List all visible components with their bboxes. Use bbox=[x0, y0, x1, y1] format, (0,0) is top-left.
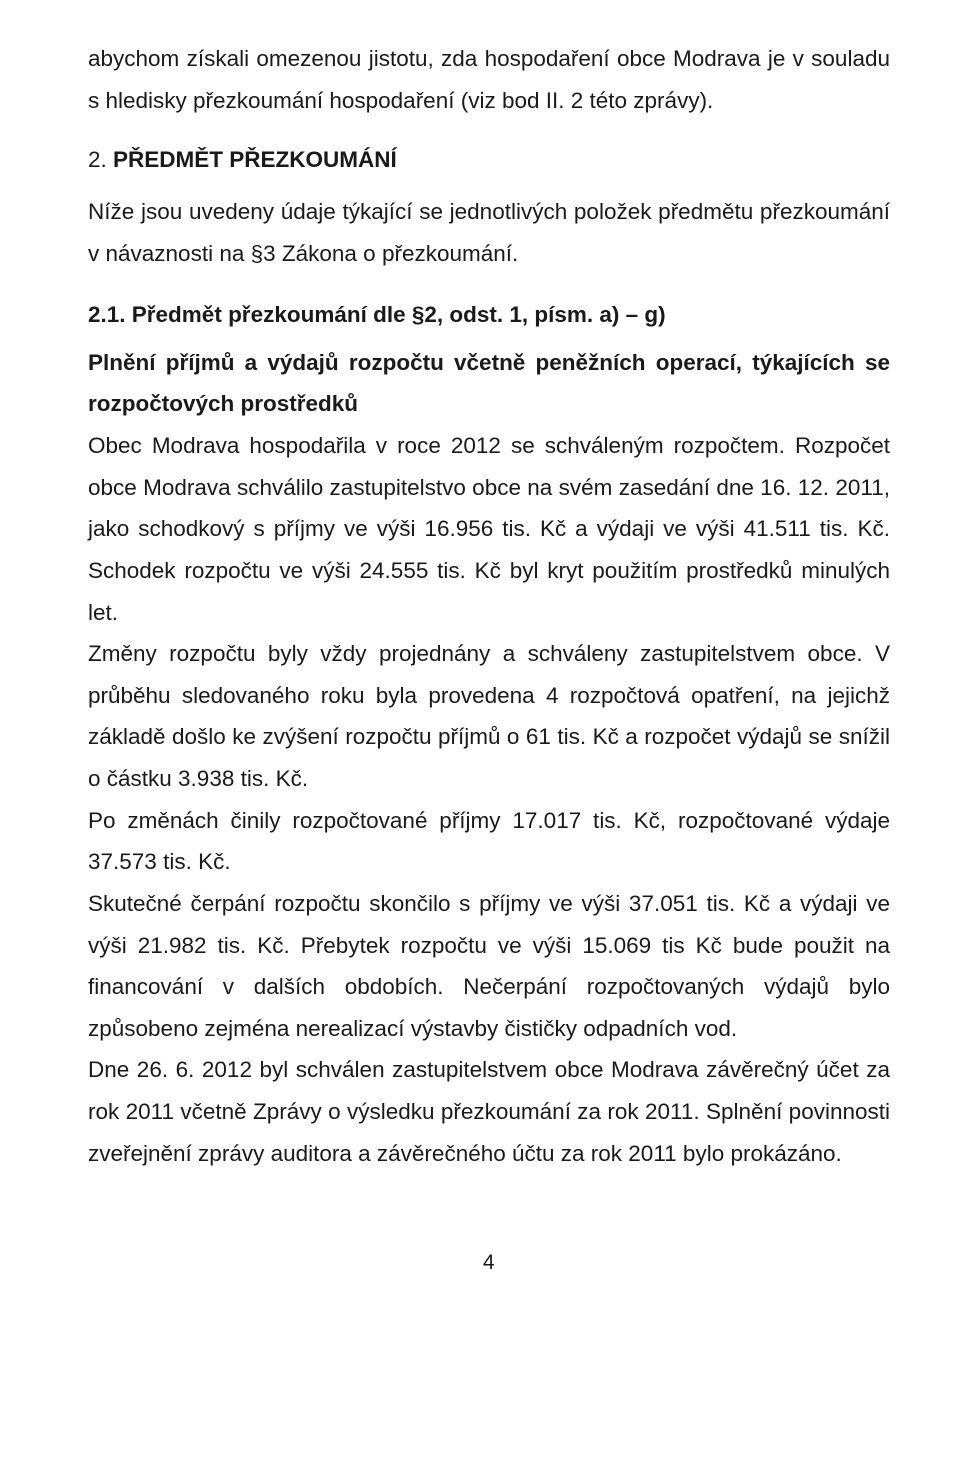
section-2-1-heading: 2.1. Předmět přezkoumání dle §2, odst. 1… bbox=[88, 294, 890, 336]
section-2-1-body5: Dne 26. 6. 2012 byl schválen zastupitels… bbox=[88, 1057, 890, 1165]
section-2-1-body1: Obec Modrava hospodařila v roce 2012 se … bbox=[88, 433, 890, 625]
section-2-1-body3: Po změnách činily rozpočtované příjmy 17… bbox=[88, 808, 890, 875]
section-2-1-body2: Změny rozpočtu byly vždy projednány a sc… bbox=[88, 641, 890, 791]
section-2-1-body: Plnění příjmů a výdajů rozpočtu včetně p… bbox=[88, 342, 890, 1175]
document-page: abychom získali omezenou jistotu, zda ho… bbox=[0, 0, 960, 1483]
section-2-1-body4: Skutečné čerpání rozpočtu skončilo s pří… bbox=[88, 891, 890, 1041]
section-2-1-lead: Plnění příjmů a výdajů rozpočtu včetně p… bbox=[88, 350, 890, 417]
section-2-heading: 2. PŘEDMĚT PŘEZKOUMÁNÍ bbox=[88, 139, 890, 181]
section-2-number: 2. bbox=[88, 147, 107, 172]
page-number: 4 bbox=[88, 1244, 890, 1283]
section-2-title: PŘEDMĚT PŘEZKOUMÁNÍ bbox=[113, 147, 397, 172]
intro-paragraph: abychom získali omezenou jistotu, zda ho… bbox=[88, 38, 890, 121]
section-2-subtext: Níže jsou uvedeny údaje týkající se jedn… bbox=[88, 191, 890, 274]
